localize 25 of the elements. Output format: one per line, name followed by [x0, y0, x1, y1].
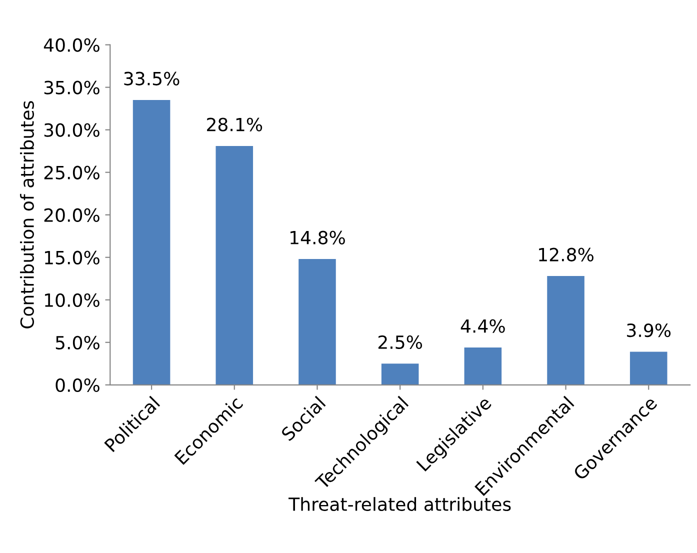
x-axis-title: Threat-related attributes	[288, 497, 511, 512]
y-tick-label: 0.0%	[56, 378, 100, 392]
y-axis-title: Contribution of attributes	[20, 101, 34, 328]
data-label: 2.5%	[378, 335, 422, 350]
y-tick-label: 30.0%	[44, 123, 100, 137]
data-label: 33.5%	[124, 72, 180, 86]
y-tick-label: 20.0%	[44, 208, 100, 222]
bar	[132, 100, 170, 385]
data-label: 3.9%	[627, 323, 671, 338]
y-tick-label: 25.0%	[44, 166, 100, 180]
y-tick-label: 35.0%	[44, 80, 100, 94]
bar	[630, 352, 668, 385]
data-label: 12.8%	[539, 248, 594, 262]
y-tick-label: 10.0%	[45, 293, 100, 307]
bar	[216, 146, 254, 385]
data-label: 4.4%	[460, 319, 505, 333]
bar	[298, 259, 336, 385]
bar	[381, 364, 419, 385]
bar	[547, 276, 584, 385]
y-tick-label: 40.0%	[44, 38, 100, 52]
y-tick-label: 15.0%	[45, 250, 100, 264]
data-label: 14.8%	[290, 230, 345, 244]
data-label: 28.1%	[207, 118, 262, 132]
y-tick-label: 5.0%	[56, 336, 100, 350]
bar	[464, 347, 502, 385]
